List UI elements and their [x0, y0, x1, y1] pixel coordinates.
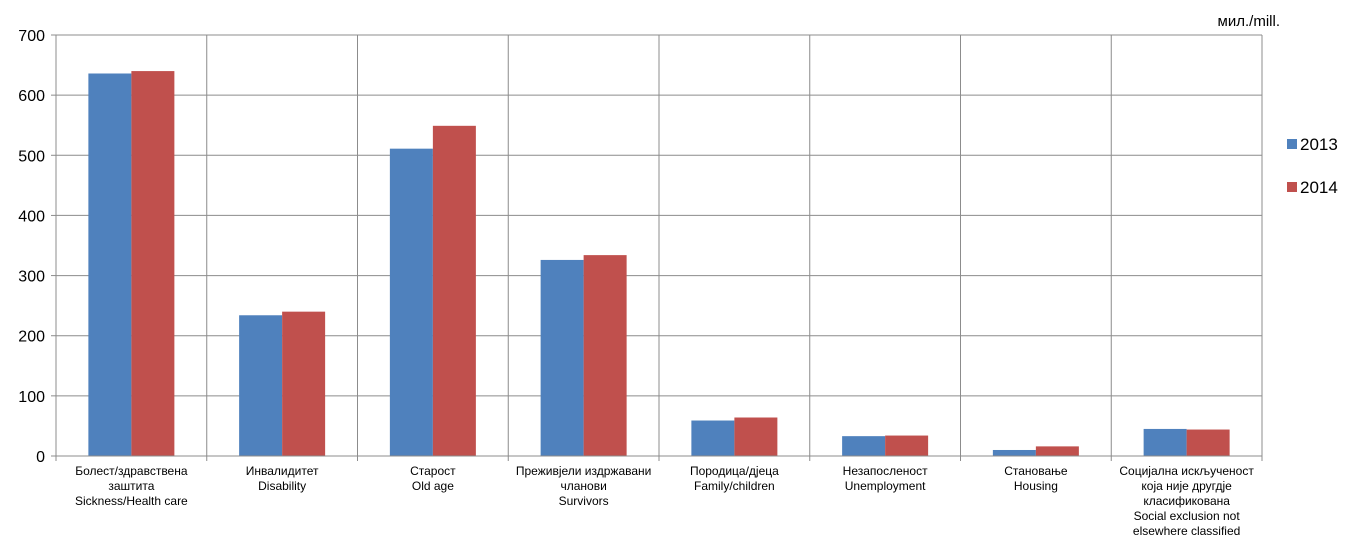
x-category-label-line: Disability — [258, 479, 306, 493]
bars — [88, 71, 1230, 457]
x-category-label-line: чланови — [560, 479, 606, 493]
x-category-label-line: Незапосленост — [843, 464, 928, 478]
bar-2013-7 — [1143, 428, 1187, 456]
x-category-label: Старост Old age — [410, 464, 456, 493]
x-category-label-line: Housing — [1014, 479, 1058, 493]
legend-swatch-2014 — [1287, 182, 1297, 192]
x-category-label-line: elsewhere classified — [1133, 524, 1240, 538]
y-tick-label: 200 — [18, 329, 45, 346]
gridlines — [56, 34, 1263, 457]
x-category-label-line: Старост — [410, 464, 456, 478]
bar-2014-7 — [1186, 429, 1230, 456]
bar-2014-5 — [885, 435, 929, 456]
legend-swatch-2013 — [1287, 139, 1297, 149]
x-category-label-line: Unemployment — [845, 479, 926, 493]
x-category-label: Становање Housing — [1004, 464, 1068, 493]
legend-label-2013: 2013 — [1300, 135, 1338, 154]
x-axis-labels: Болест/здравствена заштита Sickness/Health… — [75, 464, 1254, 538]
y-axis-ticks: 0 100 200 300 400 500 600 700 — [18, 28, 45, 466]
x-category-label-line: Инвалидитет — [246, 464, 319, 478]
axes — [51, 34, 1263, 461]
x-category-label-line: Sickness/Health care — [75, 494, 188, 508]
x-category-label: Незапосленост Unemployment — [843, 464, 928, 493]
bar-2013-6 — [992, 449, 1036, 456]
x-category-label-line: која није другдје — [1141, 479, 1232, 493]
x-category-label-line: Old age — [412, 479, 454, 493]
bar-2013-1 — [239, 315, 283, 456]
bar-2013-5 — [842, 436, 886, 456]
legend: 2013 2014 — [1287, 135, 1338, 197]
y-tick-label: 600 — [18, 88, 45, 105]
unit-label: мил./mill. — [1218, 13, 1280, 30]
legend-label-2014: 2014 — [1300, 178, 1338, 197]
x-category-label: Социјална искљученост која није другдје кл… — [1119, 464, 1254, 538]
x-category-label-line: Породица/дјеца — [690, 464, 779, 478]
x-category-label-line: Становање — [1004, 464, 1068, 478]
x-category-label-line: Болест/здравствена — [75, 464, 188, 478]
y-tick-label: 400 — [18, 208, 45, 225]
bar-2013-4 — [691, 420, 735, 456]
bar-2014-2 — [432, 125, 476, 457]
y-tick-label: 0 — [36, 449, 45, 466]
y-tick-label: 500 — [18, 148, 45, 165]
bar-2013-2 — [389, 148, 433, 457]
x-category-label: Преживјели издржавани чланови Survivors — [516, 464, 652, 508]
x-category-label-line: Social exclusion not — [1134, 509, 1241, 523]
x-category-label-line: Социјална искљученост — [1119, 464, 1254, 478]
x-category-label: Инвалидитет Disability — [246, 464, 319, 493]
bar-2013-3 — [540, 259, 584, 456]
x-category-label-line: Survivors — [559, 494, 609, 508]
x-category-label-line: заштита — [108, 479, 154, 493]
y-tick-label: 700 — [18, 28, 45, 45]
x-category-label-line: класификована — [1143, 494, 1230, 508]
x-category-label: Болест/здравствена заштита Sickness/Health… — [75, 464, 188, 508]
y-tick-label: 300 — [18, 269, 45, 286]
y-tick-label: 100 — [18, 389, 45, 406]
x-category-label-line: Family/children — [694, 479, 775, 493]
x-category-label-line: Преживјели издржавани — [516, 464, 652, 478]
bar-2014-6 — [1035, 446, 1079, 456]
bar-2014-3 — [583, 255, 627, 456]
bar-2014-4 — [734, 417, 778, 456]
bar-2013-0 — [88, 73, 132, 457]
bar-2014-0 — [131, 71, 175, 456]
x-category-label: Породица/дјеца Family/children — [690, 464, 779, 493]
bar-2014-1 — [282, 311, 326, 456]
